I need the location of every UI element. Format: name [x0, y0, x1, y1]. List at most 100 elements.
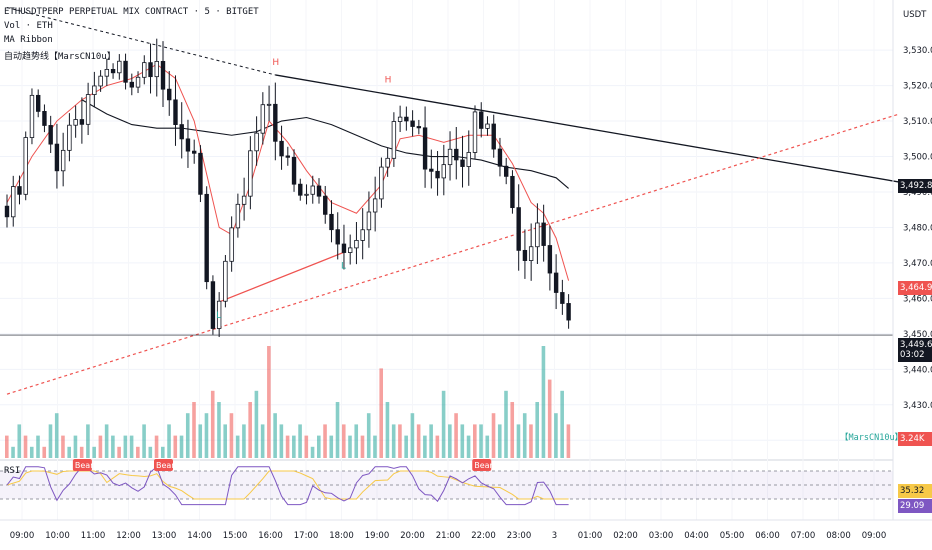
time-tick-label: 11:00	[81, 531, 106, 541]
volume-bar	[473, 424, 477, 458]
candle-body	[497, 148, 503, 167]
time-tick-label: 06:00	[755, 531, 780, 541]
ma-ribbon-legend[interactable]: MA Ribbon	[4, 35, 53, 45]
volume-bar	[285, 435, 290, 458]
time-axis: 09:00 10:00 11:00 12:00 13:00 14:00 15:00 16:00…	[0, 519, 932, 541]
candle-body	[298, 183, 303, 196]
candle-body	[460, 159, 465, 167]
resistance-dashed	[6, 7, 276, 76]
price-tick-label: 3,480.00	[903, 223, 932, 233]
volume-bar	[142, 424, 146, 458]
candle-body	[441, 164, 446, 179]
volume-bar	[298, 424, 302, 458]
volume-bar	[111, 435, 115, 458]
volume-bar	[366, 413, 371, 458]
time-tick-label: 13:00	[152, 531, 177, 541]
candle-body	[173, 99, 178, 125]
candle-body	[216, 300, 222, 329]
candle-body	[335, 229, 340, 245]
bear-divergence-badge	[72, 459, 92, 471]
volume-bar	[136, 446, 140, 458]
candle-body	[42, 110, 47, 126]
candle-body	[92, 85, 97, 95]
candle-body	[154, 61, 159, 78]
candle-body	[85, 94, 91, 125]
candle-body	[29, 94, 35, 138]
volume-bar	[117, 446, 121, 458]
price-tick-label: 3,500.00	[903, 153, 932, 163]
volume-bar	[36, 435, 40, 458]
candle-body	[160, 61, 166, 90]
candle-body	[522, 249, 528, 261]
volume-bar	[560, 390, 564, 458]
rsi-line	[6, 465, 569, 506]
time-tick-label: 09:00	[10, 531, 35, 541]
volume-bar	[173, 435, 178, 458]
time-tick-label: 08:00	[826, 531, 851, 541]
volume-bar	[98, 435, 103, 458]
candle-body	[447, 148, 453, 166]
candle-body	[148, 62, 153, 78]
volume-bar	[423, 435, 427, 458]
candle-body	[329, 213, 334, 231]
rsi-legend[interactable]: RSI	[4, 466, 21, 476]
time-tick-label: 07:00	[791, 531, 816, 541]
candle-body	[360, 229, 365, 241]
candle-body	[273, 103, 278, 142]
candle-body	[248, 150, 253, 197]
bear-divergence-label: Bear	[75, 461, 94, 470]
candle-body	[541, 222, 546, 246]
volume-bar	[167, 424, 171, 458]
volume-bar	[379, 368, 383, 458]
pivot-low-label: L	[216, 311, 221, 321]
candle-body	[60, 149, 66, 172]
trendline-price-tag: 3,492.80	[898, 179, 932, 193]
volume-bar	[29, 446, 34, 458]
candle-body	[266, 103, 272, 106]
volume-bar	[329, 435, 334, 458]
candle-countdown: 03:02	[900, 350, 925, 360]
candle-body	[179, 124, 184, 140]
volume-bar	[335, 402, 340, 458]
volume-bar	[360, 435, 365, 458]
candle-body	[547, 245, 553, 274]
trendline-indicator-legend[interactable]: 自动趋势线【MarsCN10u】	[4, 52, 116, 62]
volume-bar	[248, 402, 252, 458]
volume-bar	[129, 435, 134, 458]
volume-bar	[454, 413, 458, 458]
ma-price-tag: 3,464.93	[898, 281, 932, 295]
price-tick-label: 3,510.00	[903, 117, 932, 127]
volume-legend[interactable]: Vol · ETH	[4, 21, 53, 31]
candle-body	[48, 125, 53, 145]
time-tick-label: 22:00	[471, 531, 496, 541]
volume-bar	[179, 435, 184, 458]
volume-bar	[273, 413, 277, 458]
volume-bar	[435, 435, 440, 458]
volume-bar	[48, 424, 53, 458]
volume-bar	[11, 446, 15, 458]
volume-bar	[254, 390, 259, 458]
candle-body	[185, 138, 191, 152]
volume-bar	[161, 446, 165, 458]
rsi-pane: Bear Bear Bear	[0, 459, 893, 506]
candle-body	[210, 281, 216, 329]
volume-bar	[404, 435, 408, 458]
candle-body	[98, 75, 103, 87]
volume-bar	[522, 413, 527, 458]
volume-bar	[304, 435, 309, 458]
candle-body	[560, 292, 565, 304]
candle-body	[372, 198, 378, 213]
volume-bar	[410, 413, 415, 458]
volume-bar	[416, 424, 421, 458]
candle-body	[354, 240, 359, 249]
volume-bar	[104, 424, 109, 458]
volume-bar	[466, 435, 471, 458]
last-price: 3,449.66	[900, 340, 932, 350]
rsi-ma-line	[6, 470, 569, 500]
volume-bar	[185, 413, 190, 458]
currency-label[interactable]: USDT	[903, 10, 927, 20]
volume-bar	[373, 435, 377, 458]
time-tick-label: 21:00	[436, 531, 461, 541]
candle-body	[4, 205, 10, 218]
